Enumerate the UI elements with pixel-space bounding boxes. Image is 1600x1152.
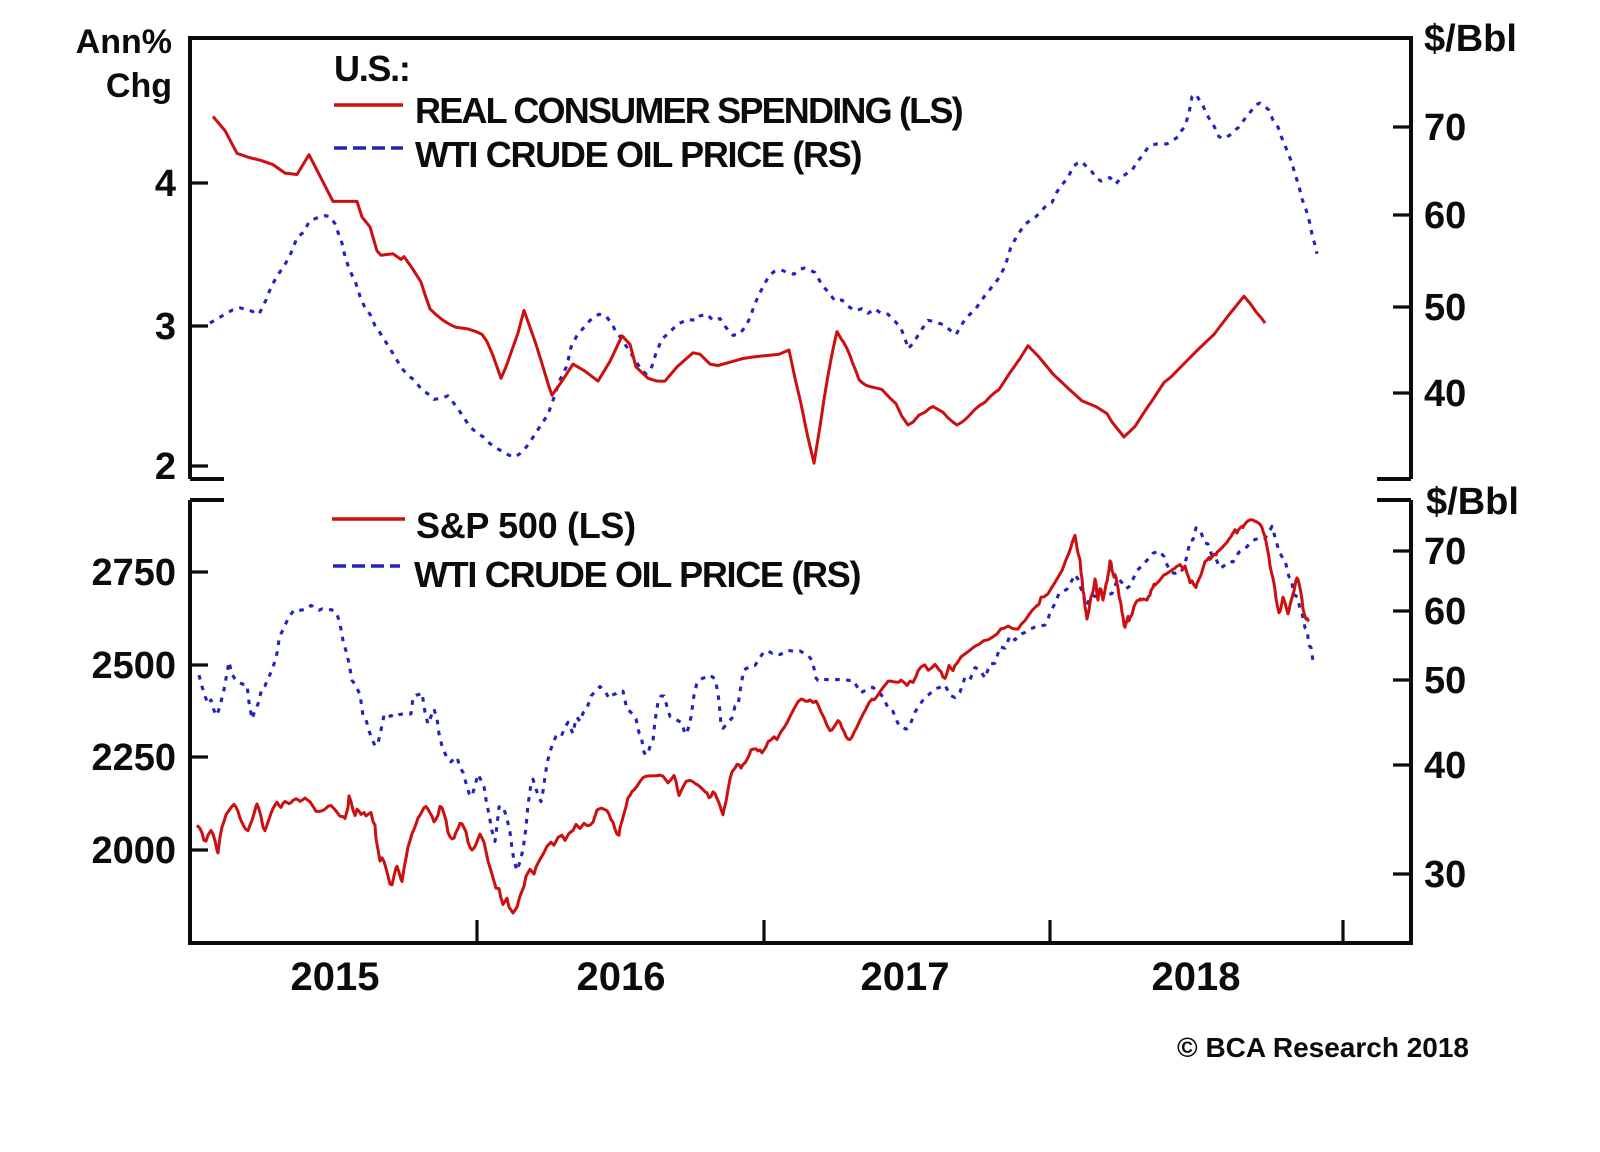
svg-text:$/Bbl: $/Bbl [1424, 18, 1517, 60]
svg-text:2000: 2000 [91, 830, 176, 872]
svg-text:70: 70 [1424, 531, 1466, 573]
svg-text:60: 60 [1424, 591, 1466, 633]
svg-text:30: 30 [1424, 854, 1466, 896]
svg-text:2017: 2017 [861, 955, 950, 999]
svg-text:$/Bbl: $/Bbl [1426, 481, 1519, 523]
svg-text:70: 70 [1424, 107, 1466, 149]
svg-text:WTI CRUDE OIL PRICE (RS): WTI CRUDE OIL PRICE (RS) [415, 134, 861, 175]
svg-text:2: 2 [155, 446, 176, 488]
svg-text:© BCA Research 2018: © BCA Research 2018 [1177, 1032, 1469, 1063]
svg-text:40: 40 [1424, 745, 1466, 787]
svg-text:REAL CONSUMER SPENDING (LS): REAL CONSUMER SPENDING (LS) [415, 90, 963, 131]
svg-text:60: 60 [1424, 195, 1466, 237]
svg-text:4: 4 [155, 163, 176, 205]
svg-text:40: 40 [1424, 373, 1466, 415]
svg-text:2016: 2016 [577, 955, 666, 999]
svg-text:S&P 500 (LS): S&P 500 (LS) [416, 505, 636, 546]
svg-text:Ann%: Ann% [76, 23, 172, 61]
svg-text:50: 50 [1424, 287, 1466, 329]
svg-text:3: 3 [155, 306, 176, 348]
svg-text:WTI CRUDE OIL PRICE (RS): WTI CRUDE OIL PRICE (RS) [414, 554, 860, 595]
svg-text:2018: 2018 [1152, 955, 1241, 999]
svg-text:2250: 2250 [91, 737, 176, 779]
svg-text:2500: 2500 [91, 645, 176, 687]
svg-text:2750: 2750 [91, 552, 176, 594]
svg-text:2015: 2015 [291, 955, 380, 999]
svg-text:Chg: Chg [106, 67, 172, 105]
svg-text:50: 50 [1424, 660, 1466, 702]
svg-text:U.S.:: U.S.: [334, 48, 410, 89]
